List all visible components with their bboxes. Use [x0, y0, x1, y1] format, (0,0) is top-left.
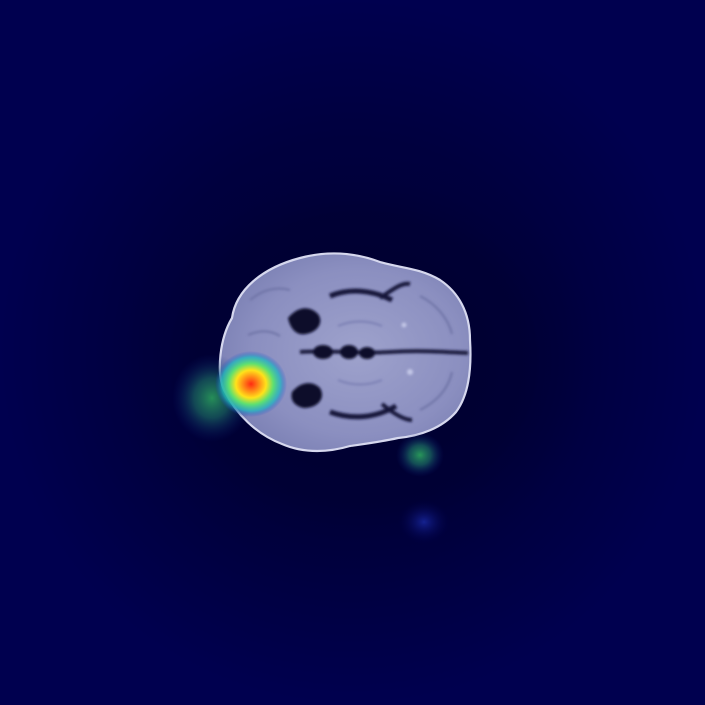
- heat-hotspot: [215, 351, 287, 417]
- brain-internal-structures: [247, 281, 469, 422]
- heatmap-layer: [172, 351, 450, 544]
- heat-blob-lower-right: [396, 433, 444, 477]
- brain-slice: [218, 252, 472, 453]
- heat-blob-bottom: [398, 500, 450, 544]
